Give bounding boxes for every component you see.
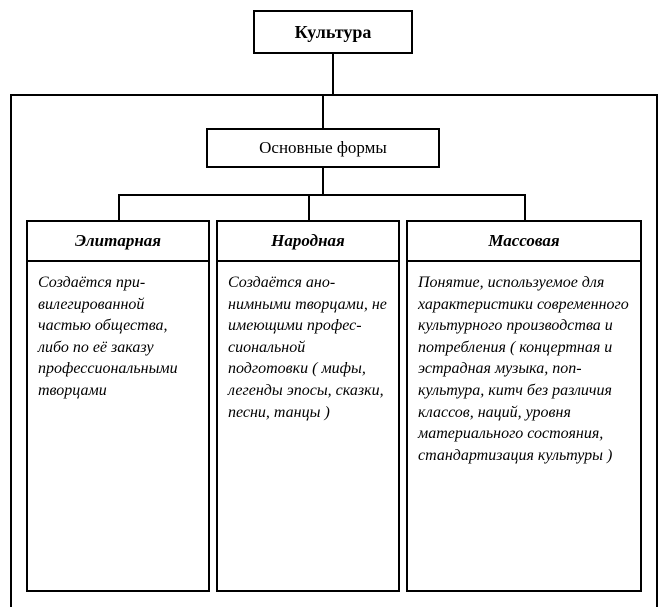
- branch-hline: [118, 194, 526, 196]
- root-label: Культура: [295, 22, 372, 43]
- col-title-1: Народная: [271, 231, 345, 251]
- connector-sub-branch: [322, 168, 324, 194]
- col-title-0: Элитарная: [75, 231, 161, 251]
- connector-frame-sub: [322, 96, 324, 128]
- branch-v-1: [308, 194, 310, 220]
- col-header-0: Элитарная: [26, 220, 210, 262]
- root-node: Культура: [253, 10, 413, 54]
- branch-v-2: [524, 194, 526, 220]
- col-body-2: Понятие, используе­мое для характерис­ти…: [406, 262, 642, 592]
- diagram-canvas: Культура Основные формы Элитарная Создаё…: [8, 8, 660, 607]
- sub-label: Основные формы: [259, 138, 387, 158]
- col-body-0: Создаётся при­вилегированной частью обще…: [26, 262, 210, 592]
- col-header-1: Народная: [216, 220, 400, 262]
- branch-v-0: [118, 194, 120, 220]
- connector-root-frame: [332, 54, 334, 94]
- col-text-1: Создаётся ано­нимными твор­цами, не имею…: [228, 274, 387, 421]
- col-text-0: Создаётся при­вилегированной частью обще…: [38, 274, 178, 399]
- col-title-2: Массовая: [488, 231, 559, 251]
- col-text-2: Понятие, используе­мое для характерис­ти…: [418, 274, 629, 464]
- col-body-1: Создаётся ано­нимными твор­цами, не имею…: [216, 262, 400, 592]
- sub-node: Основные формы: [206, 128, 440, 168]
- col-header-2: Массовая: [406, 220, 642, 262]
